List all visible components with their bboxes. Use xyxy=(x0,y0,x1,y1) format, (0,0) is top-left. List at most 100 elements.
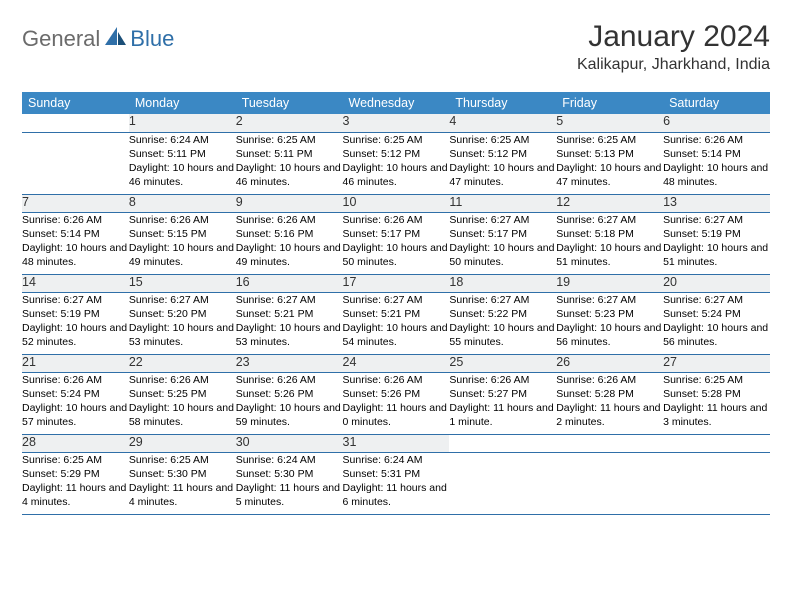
daylight-text: Daylight: 10 hours and 55 minutes. xyxy=(449,321,556,349)
day-number-cell: 4 xyxy=(449,114,556,132)
sunset-text: Sunset: 5:17 PM xyxy=(343,227,450,241)
sunrise-text: Sunrise: 6:25 AM xyxy=(129,453,236,467)
day-number-cell: 6 xyxy=(663,114,770,132)
sunrise-text: Sunrise: 6:27 AM xyxy=(663,293,770,307)
daylight-text: Daylight: 10 hours and 47 minutes. xyxy=(449,161,556,189)
daylight-text: Daylight: 11 hours and 4 minutes. xyxy=(129,481,236,509)
daylight-text: Daylight: 11 hours and 4 minutes. xyxy=(22,481,129,509)
sunset-text: Sunset: 5:30 PM xyxy=(129,467,236,481)
day-number-cell: 19 xyxy=(556,274,663,292)
month-title: January 2024 xyxy=(577,20,770,54)
day-content-cell: Sunrise: 6:27 AMSunset: 5:24 PMDaylight:… xyxy=(663,292,770,354)
day-content-cell: Sunrise: 6:25 AMSunset: 5:12 PMDaylight:… xyxy=(343,132,450,194)
sunrise-text: Sunrise: 6:24 AM xyxy=(129,133,236,147)
daylight-text: Daylight: 10 hours and 56 minutes. xyxy=(556,321,663,349)
header: General Blue January 2024 Kalikapur, Jha… xyxy=(22,20,770,74)
weekday-header: Saturday xyxy=(663,92,770,114)
day-content-cell xyxy=(449,452,556,514)
day-number-row: 28293031 xyxy=(22,434,770,452)
day-content-cell: Sunrise: 6:25 AMSunset: 5:11 PMDaylight:… xyxy=(236,132,343,194)
sunset-text: Sunset: 5:23 PM xyxy=(556,307,663,321)
day-content-row: Sunrise: 6:26 AMSunset: 5:24 PMDaylight:… xyxy=(22,372,770,434)
sunset-text: Sunset: 5:19 PM xyxy=(22,307,129,321)
sunset-text: Sunset: 5:26 PM xyxy=(236,387,343,401)
sunrise-text: Sunrise: 6:26 AM xyxy=(236,373,343,387)
day-content-cell: Sunrise: 6:27 AMSunset: 5:19 PMDaylight:… xyxy=(22,292,129,354)
day-number-cell: 31 xyxy=(343,434,450,452)
sunrise-text: Sunrise: 6:25 AM xyxy=(449,133,556,147)
calendar-table: Sunday Monday Tuesday Wednesday Thursday… xyxy=(22,92,770,515)
day-number-cell: 11 xyxy=(449,194,556,212)
weekday-header: Friday xyxy=(556,92,663,114)
daylight-text: Daylight: 10 hours and 54 minutes. xyxy=(343,321,450,349)
daylight-text: Daylight: 10 hours and 48 minutes. xyxy=(663,161,770,189)
logo-text-blue: Blue xyxy=(130,26,174,52)
sunrise-text: Sunrise: 6:26 AM xyxy=(663,133,770,147)
day-number-cell: 20 xyxy=(663,274,770,292)
day-number-cell: 22 xyxy=(129,354,236,372)
day-content-cell: Sunrise: 6:24 AMSunset: 5:31 PMDaylight:… xyxy=(343,452,450,514)
sunrise-text: Sunrise: 6:27 AM xyxy=(556,293,663,307)
day-number-cell xyxy=(449,434,556,452)
day-content-cell xyxy=(556,452,663,514)
day-content-row: Sunrise: 6:27 AMSunset: 5:19 PMDaylight:… xyxy=(22,292,770,354)
sunset-text: Sunset: 5:24 PM xyxy=(22,387,129,401)
sunrise-text: Sunrise: 6:26 AM xyxy=(343,373,450,387)
sunset-text: Sunset: 5:30 PM xyxy=(236,467,343,481)
day-number-row: 123456 xyxy=(22,114,770,132)
sunrise-text: Sunrise: 6:27 AM xyxy=(556,213,663,227)
sunset-text: Sunset: 5:12 PM xyxy=(343,147,450,161)
weekday-header: Monday xyxy=(129,92,236,114)
daylight-text: Daylight: 10 hours and 46 minutes. xyxy=(129,161,236,189)
daylight-text: Daylight: 10 hours and 51 minutes. xyxy=(556,241,663,269)
day-number-cell xyxy=(663,434,770,452)
sunset-text: Sunset: 5:14 PM xyxy=(22,227,129,241)
day-content-row: Sunrise: 6:24 AMSunset: 5:11 PMDaylight:… xyxy=(22,132,770,194)
sunset-text: Sunset: 5:21 PM xyxy=(236,307,343,321)
daylight-text: Daylight: 10 hours and 50 minutes. xyxy=(449,241,556,269)
day-number-row: 14151617181920 xyxy=(22,274,770,292)
sunset-text: Sunset: 5:18 PM xyxy=(556,227,663,241)
day-number-cell: 9 xyxy=(236,194,343,212)
day-content-cell xyxy=(22,132,129,194)
day-number-cell: 14 xyxy=(22,274,129,292)
sunrise-text: Sunrise: 6:26 AM xyxy=(449,373,556,387)
sunrise-text: Sunrise: 6:26 AM xyxy=(129,373,236,387)
day-number-cell: 2 xyxy=(236,114,343,132)
sunset-text: Sunset: 5:20 PM xyxy=(129,307,236,321)
sunset-text: Sunset: 5:15 PM xyxy=(129,227,236,241)
day-number-cell: 7 xyxy=(22,194,129,212)
sunset-text: Sunset: 5:28 PM xyxy=(663,387,770,401)
day-content-cell: Sunrise: 6:27 AMSunset: 5:19 PMDaylight:… xyxy=(663,212,770,274)
daylight-text: Daylight: 10 hours and 53 minutes. xyxy=(129,321,236,349)
day-number-cell: 17 xyxy=(343,274,450,292)
sunrise-text: Sunrise: 6:26 AM xyxy=(22,213,129,227)
day-content-row: Sunrise: 6:25 AMSunset: 5:29 PMDaylight:… xyxy=(22,452,770,514)
sunset-text: Sunset: 5:21 PM xyxy=(343,307,450,321)
day-content-cell: Sunrise: 6:26 AMSunset: 5:15 PMDaylight:… xyxy=(129,212,236,274)
day-content-cell: Sunrise: 6:26 AMSunset: 5:24 PMDaylight:… xyxy=(22,372,129,434)
daylight-text: Daylight: 11 hours and 0 minutes. xyxy=(343,401,450,429)
day-content-cell: Sunrise: 6:26 AMSunset: 5:17 PMDaylight:… xyxy=(343,212,450,274)
sunrise-text: Sunrise: 6:27 AM xyxy=(236,293,343,307)
sunrise-text: Sunrise: 6:25 AM xyxy=(556,133,663,147)
sunset-text: Sunset: 5:26 PM xyxy=(343,387,450,401)
day-number-cell xyxy=(22,114,129,132)
sunset-text: Sunset: 5:19 PM xyxy=(663,227,770,241)
weekday-header-row: Sunday Monday Tuesday Wednesday Thursday… xyxy=(22,92,770,114)
sunset-text: Sunset: 5:27 PM xyxy=(449,387,556,401)
day-content-cell: Sunrise: 6:26 AMSunset: 5:26 PMDaylight:… xyxy=(236,372,343,434)
weekday-header: Wednesday xyxy=(343,92,450,114)
sunrise-text: Sunrise: 6:26 AM xyxy=(129,213,236,227)
sunset-text: Sunset: 5:29 PM xyxy=(22,467,129,481)
sunrise-text: Sunrise: 6:26 AM xyxy=(343,213,450,227)
day-content-cell: Sunrise: 6:25 AMSunset: 5:12 PMDaylight:… xyxy=(449,132,556,194)
day-content-cell: Sunrise: 6:25 AMSunset: 5:13 PMDaylight:… xyxy=(556,132,663,194)
day-number-cell: 24 xyxy=(343,354,450,372)
daylight-text: Daylight: 10 hours and 52 minutes. xyxy=(22,321,129,349)
day-number-cell: 25 xyxy=(449,354,556,372)
day-content-cell: Sunrise: 6:27 AMSunset: 5:22 PMDaylight:… xyxy=(449,292,556,354)
day-content-cell: Sunrise: 6:24 AMSunset: 5:11 PMDaylight:… xyxy=(129,132,236,194)
daylight-text: Daylight: 10 hours and 49 minutes. xyxy=(236,241,343,269)
day-number-cell: 28 xyxy=(22,434,129,452)
